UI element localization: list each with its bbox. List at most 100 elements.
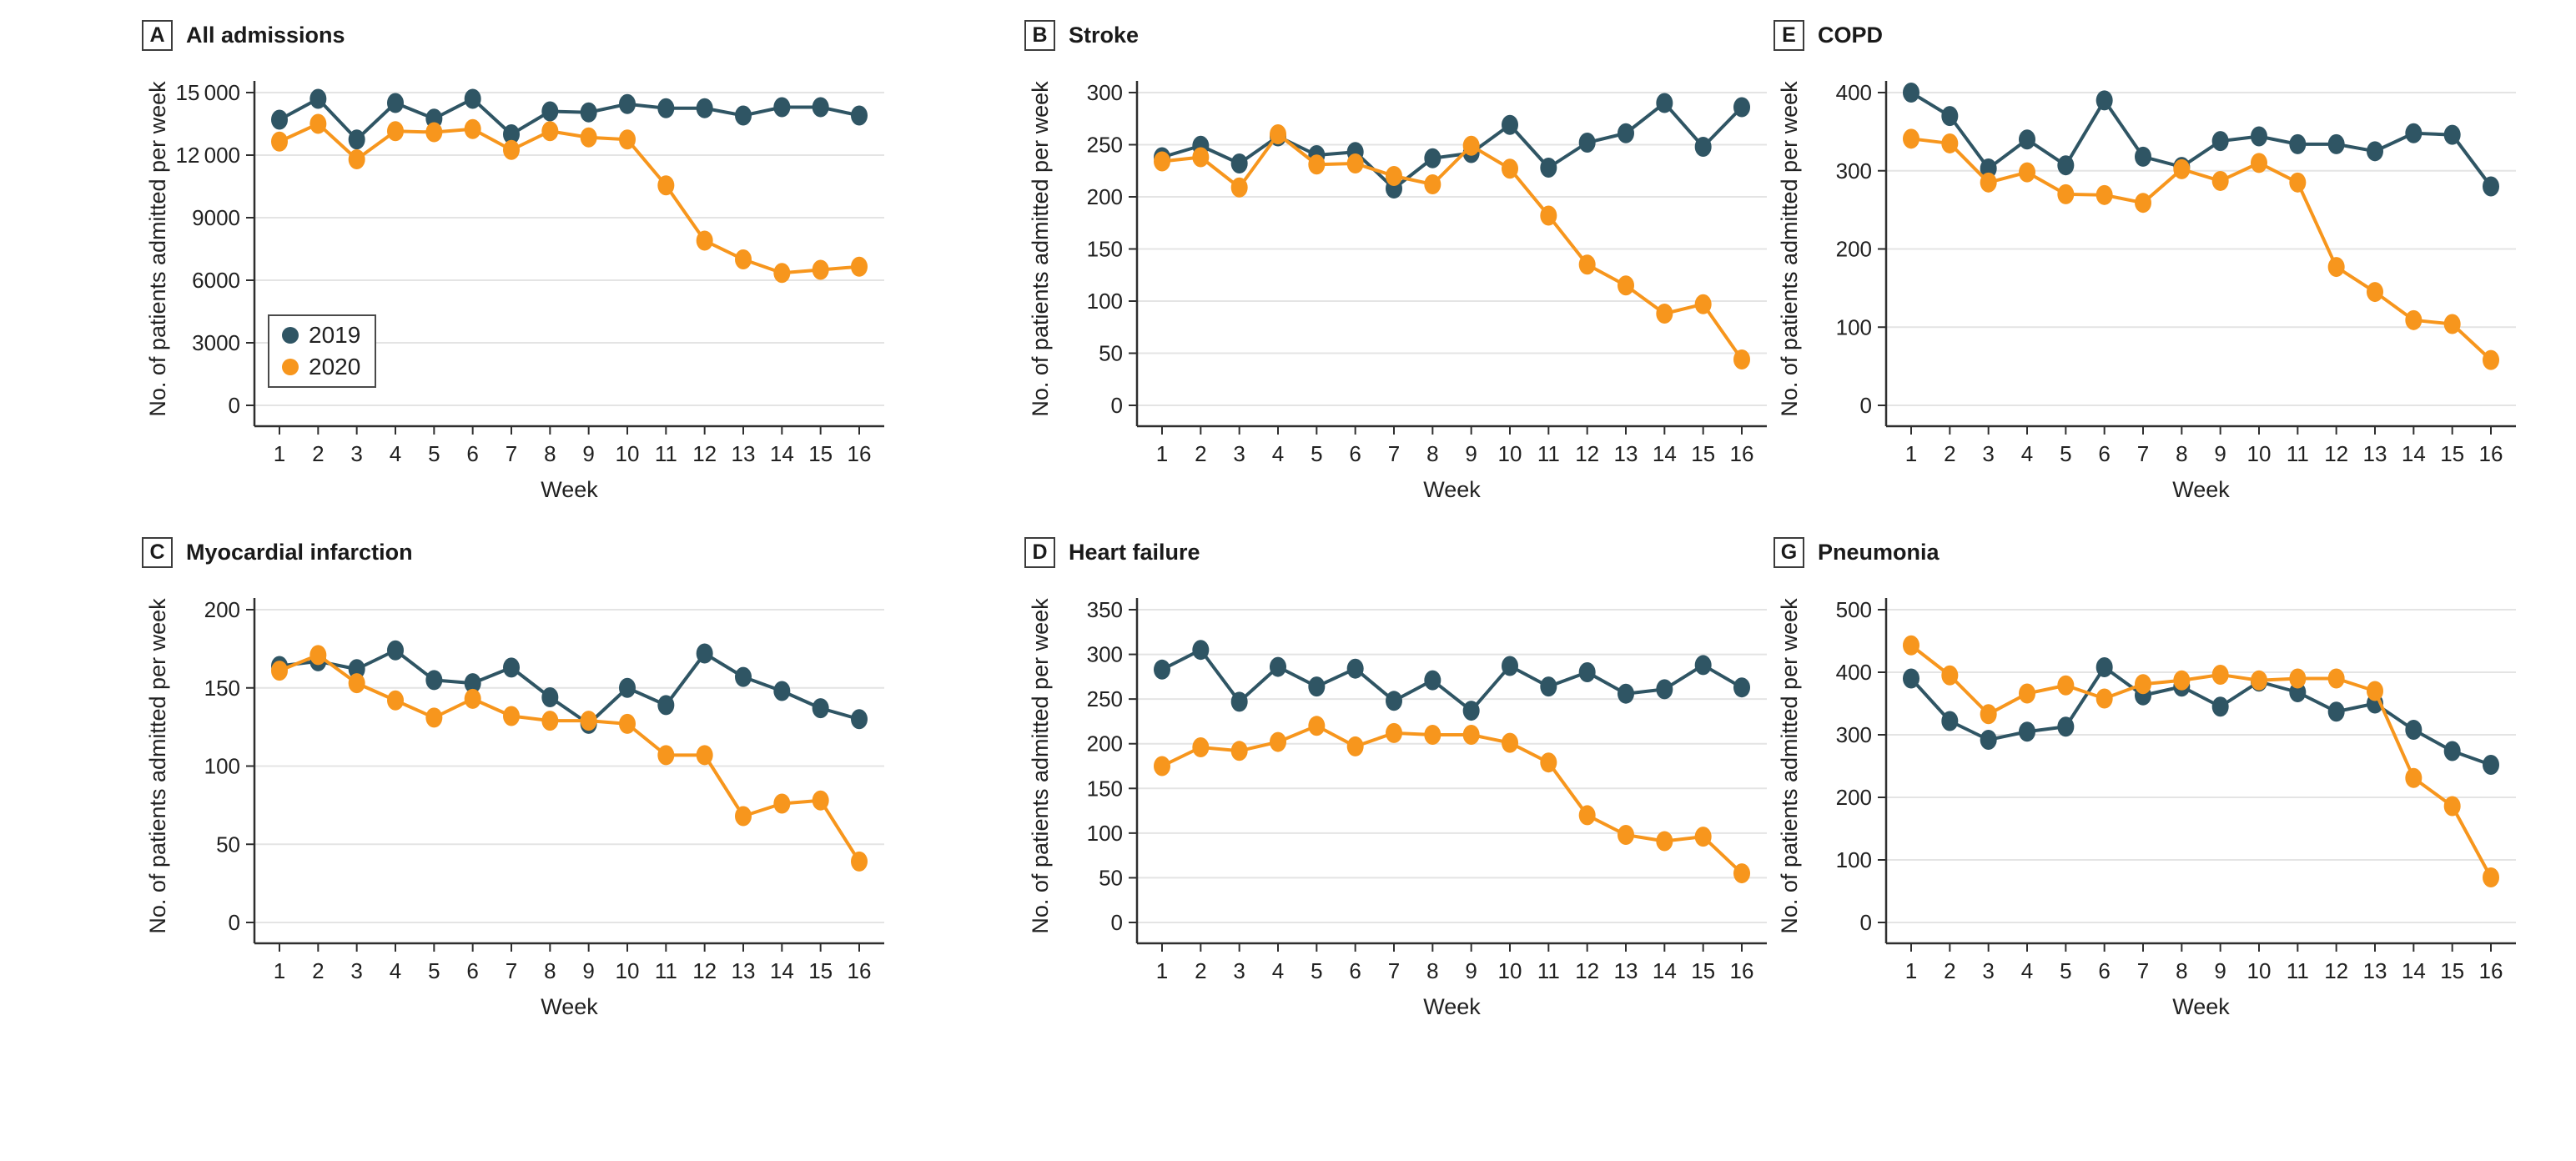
x-tick-label: 3 [1233, 958, 1245, 983]
y-tick-label: 12 000 [175, 143, 240, 168]
panel-all-admissions: A All admissions 0 3000 6000 9000 12 000 15 0… [142, 17, 893, 517]
data-point-2019 [2405, 123, 2423, 143]
series-line-2019 [1909, 666, 2492, 766]
data-point-2020 [580, 711, 597, 731]
y-tick-label: 0 [1111, 910, 1123, 935]
data-point-2020 [2173, 158, 2191, 179]
data-point-2019 [619, 677, 636, 698]
data-point-2020 [348, 149, 365, 169]
x-tick-label: 5 [1311, 441, 1322, 466]
legend-label-2019: 2019 [309, 322, 360, 348]
data-point-2020 [271, 661, 288, 681]
data-point-2019 [2251, 126, 2267, 147]
data-point-2019 [464, 88, 481, 109]
x-tick-label: 4 [1272, 441, 1284, 466]
data-point-2019 [619, 93, 636, 114]
data-point-2019 [2019, 721, 2035, 742]
panel-title: Heart failure [1069, 539, 1200, 565]
data-point-2020 [1346, 153, 1364, 173]
data-point-2020 [812, 790, 829, 811]
data-point-2020 [425, 707, 443, 728]
data-point-2020 [773, 793, 791, 814]
x-tick-label: 10 [2247, 441, 2272, 466]
x-tick-label: 15 [1691, 441, 1715, 466]
y-tick-label: 300 [1087, 642, 1123, 667]
x-tick-label: 15 [2440, 441, 2464, 466]
data-point-2019 [2405, 720, 2423, 740]
x-tick-label: 7 [2137, 441, 2149, 466]
x-tick-label: 16 [848, 441, 872, 466]
data-point-2020 [1618, 825, 1634, 845]
x-tick-label: 13 [1614, 958, 1638, 983]
data-point-2020 [2327, 257, 2345, 278]
x-tick-label: 5 [1311, 958, 1322, 983]
panel-stroke: B Stroke 0 50 100 150 200 250 300 1 2 3 4 5 6 7 8 9 10 11… [1024, 17, 1775, 517]
data-point-2020 [1192, 147, 1210, 168]
y-tick-label: 100 [1087, 821, 1123, 846]
y-tick-label: 250 [1087, 686, 1123, 711]
data-point-2019 [1656, 93, 1673, 113]
x-tick-label: 10 [2247, 958, 2272, 983]
series-line-2020 [1161, 724, 1743, 875]
data-point-2020 [2405, 309, 2423, 330]
panel-header: A All admissions [142, 17, 893, 53]
y-tick-label: 50 [1099, 341, 1123, 366]
data-point-2020 [1154, 151, 1170, 172]
x-tick-label: 2 [1195, 441, 1206, 466]
data-point-2020 [1386, 722, 1402, 743]
data-point-2019 [348, 659, 365, 680]
data-point-2020 [1656, 304, 1673, 324]
x-tick-label: 1 [274, 441, 285, 466]
data-point-2019 [1154, 659, 1170, 680]
data-point-2019 [1424, 148, 1441, 168]
data-point-2020 [2135, 193, 2151, 214]
y-tick-label: 100 [1087, 289, 1123, 314]
data-point-2020 [2251, 670, 2267, 691]
data-point-2020 [1980, 704, 1997, 725]
x-tick-label: 6 [1349, 441, 1361, 466]
panel-title: Stroke [1069, 22, 1140, 48]
data-point-2020 [1192, 737, 1210, 757]
data-point-2020 [1941, 133, 1959, 153]
data-point-2020 [1903, 128, 1919, 149]
data-point-2020 [2443, 314, 2461, 334]
legend-marker-2019 [282, 327, 299, 344]
legend-marker-2020 [282, 359, 299, 375]
data-point-2020 [619, 129, 636, 150]
data-point-2019 [2483, 755, 2499, 775]
x-tick-label: 7 [506, 441, 517, 466]
x-tick-label: 3 [350, 958, 362, 983]
data-point-2019 [2483, 176, 2499, 197]
x-tick-label: 4 [1272, 958, 1284, 983]
x-tick-label: 1 [1156, 958, 1168, 983]
data-point-2020 [541, 121, 559, 142]
data-point-2019 [1733, 97, 1750, 118]
panel-header: E COPD [1774, 17, 2524, 53]
x-tick-label: 3 [350, 441, 362, 466]
data-point-2020 [2057, 183, 2075, 204]
x-tick-label: 11 [1537, 441, 1560, 466]
data-point-2020 [735, 249, 752, 269]
x-tick-label: 16 [848, 958, 872, 983]
data-point-2020 [2251, 153, 2267, 173]
x-tick-label: 15 [1691, 958, 1715, 983]
data-point-2019 [271, 109, 288, 130]
x-tick-label: 6 [2098, 958, 2110, 983]
x-axis-title: Week [541, 994, 598, 1019]
data-point-2019 [1578, 662, 1596, 682]
y-axis-title: No. of patients admitted per week [145, 598, 170, 934]
x-tick-label: 11 [2287, 441, 2309, 466]
x-tick-label: 10 [616, 441, 640, 466]
data-point-2020 [696, 745, 713, 766]
data-point-2020 [735, 806, 752, 827]
x-tick-label: 5 [2060, 441, 2071, 466]
data-point-2020 [2289, 668, 2307, 689]
x-axis-title: Week [1423, 994, 1481, 1019]
data-point-2020 [1618, 275, 1634, 296]
data-point-2020 [2327, 668, 2345, 689]
data-point-2020 [1980, 172, 1997, 193]
x-tick-label: 15 [2440, 958, 2464, 983]
x-tick-label: 11 [2287, 958, 2309, 983]
data-point-2020 [619, 713, 636, 734]
panel-letter-box: D [1024, 536, 1055, 568]
